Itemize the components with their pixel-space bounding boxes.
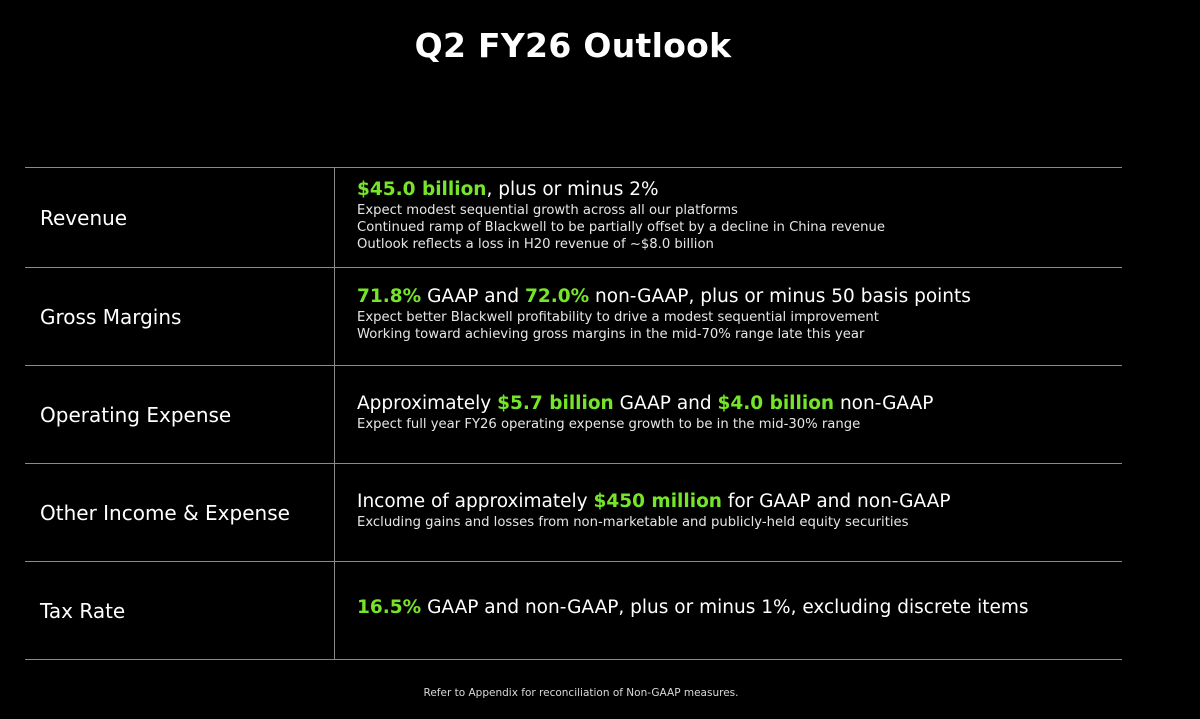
- headline-text: non-GAAP, plus or minus 50 basis points: [589, 286, 971, 307]
- headline-text: GAAP and non-GAAP, plus or minus 1%, exc…: [421, 597, 1029, 618]
- row-content: 71.8% GAAP and 72.0% non-GAAP, plus or m…: [335, 268, 1122, 365]
- headline-text: non-GAAP: [834, 392, 934, 414]
- row-headline: 16.5% GAAP and non-GAAP, plus or minus 1…: [357, 595, 1122, 620]
- footnote: Refer to Appendix for reconciliation of …: [423, 687, 739, 699]
- table-row-other-income-expense: Other Income & Expense Income of approxi…: [25, 464, 1122, 562]
- highlight-value: $4.0 billion: [717, 392, 835, 414]
- row-note: Expect better Blackwell profitability to…: [357, 310, 879, 325]
- table-row-gross-margins: Gross Margins 71.8% GAAP and 72.0% non-G…: [25, 268, 1122, 366]
- row-note: Excluding gains and losses from non-mark…: [357, 514, 909, 530]
- headline-text: Approximately: [357, 392, 498, 414]
- highlight-value: $450 million: [593, 490, 722, 512]
- row-note: Outlook reflects a loss in H20 revenue o…: [357, 236, 714, 252]
- row-label: Gross Margins: [25, 268, 335, 365]
- row-headline: Income of approximately $450 million for…: [357, 489, 1122, 514]
- row-content: Approximately $5.7 billion GAAP and $4.0…: [335, 366, 1122, 463]
- row-label: Other Income & Expense: [25, 464, 335, 561]
- row-note: Expect modest sequential growth across a…: [357, 202, 738, 218]
- row-note: Continued ramp of Blackwell to be partia…: [357, 219, 885, 235]
- highlight-value: 16.5%: [357, 597, 422, 618]
- table-row-tax-rate: Tax Rate 16.5% GAAP and non-GAAP, plus o…: [25, 562, 1122, 660]
- row-note: Working toward achieving gross margins i…: [357, 327, 865, 342]
- row-headline: Approximately $5.7 billion GAAP and $4.0…: [357, 391, 1122, 416]
- highlight-value: $45.0 billion: [357, 178, 487, 200]
- row-content: 16.5% GAAP and non-GAAP, plus or minus 1…: [335, 562, 1122, 659]
- headline-text: , plus or minus 2%: [486, 178, 659, 200]
- row-content: $45.0 billion, plus or minus 2% Expect m…: [335, 168, 1122, 267]
- row-label: Operating Expense: [25, 366, 335, 463]
- row-label: Tax Rate: [25, 562, 335, 659]
- table-row-operating-expense: Operating Expense Approximately $5.7 bil…: [25, 366, 1122, 464]
- headline-text: GAAP and: [421, 286, 525, 307]
- table-row-revenue: Revenue $45.0 billion, plus or minus 2% …: [25, 168, 1122, 268]
- headline-text: Income of approximately: [357, 490, 594, 512]
- page-title: Q2 FY26 Outlook: [414, 26, 732, 65]
- row-note: Expect full year FY26 operating expense …: [357, 416, 861, 432]
- row-label: Revenue: [25, 168, 335, 267]
- row-content: Income of approximately $450 million for…: [335, 464, 1122, 561]
- row-headline: $45.0 billion, plus or minus 2%: [357, 177, 1122, 202]
- highlight-value: $5.7 billion: [497, 392, 614, 414]
- row-headline: 71.8% GAAP and 72.0% non-GAAP, plus or m…: [357, 284, 1122, 309]
- outlook-table: Revenue $45.0 billion, plus or minus 2% …: [25, 167, 1122, 660]
- highlight-value: 71.8%: [357, 286, 422, 307]
- headline-text: for GAAP and non-GAAP: [721, 490, 951, 512]
- headline-text: GAAP and: [613, 392, 718, 414]
- highlight-value: 72.0%: [524, 286, 590, 307]
